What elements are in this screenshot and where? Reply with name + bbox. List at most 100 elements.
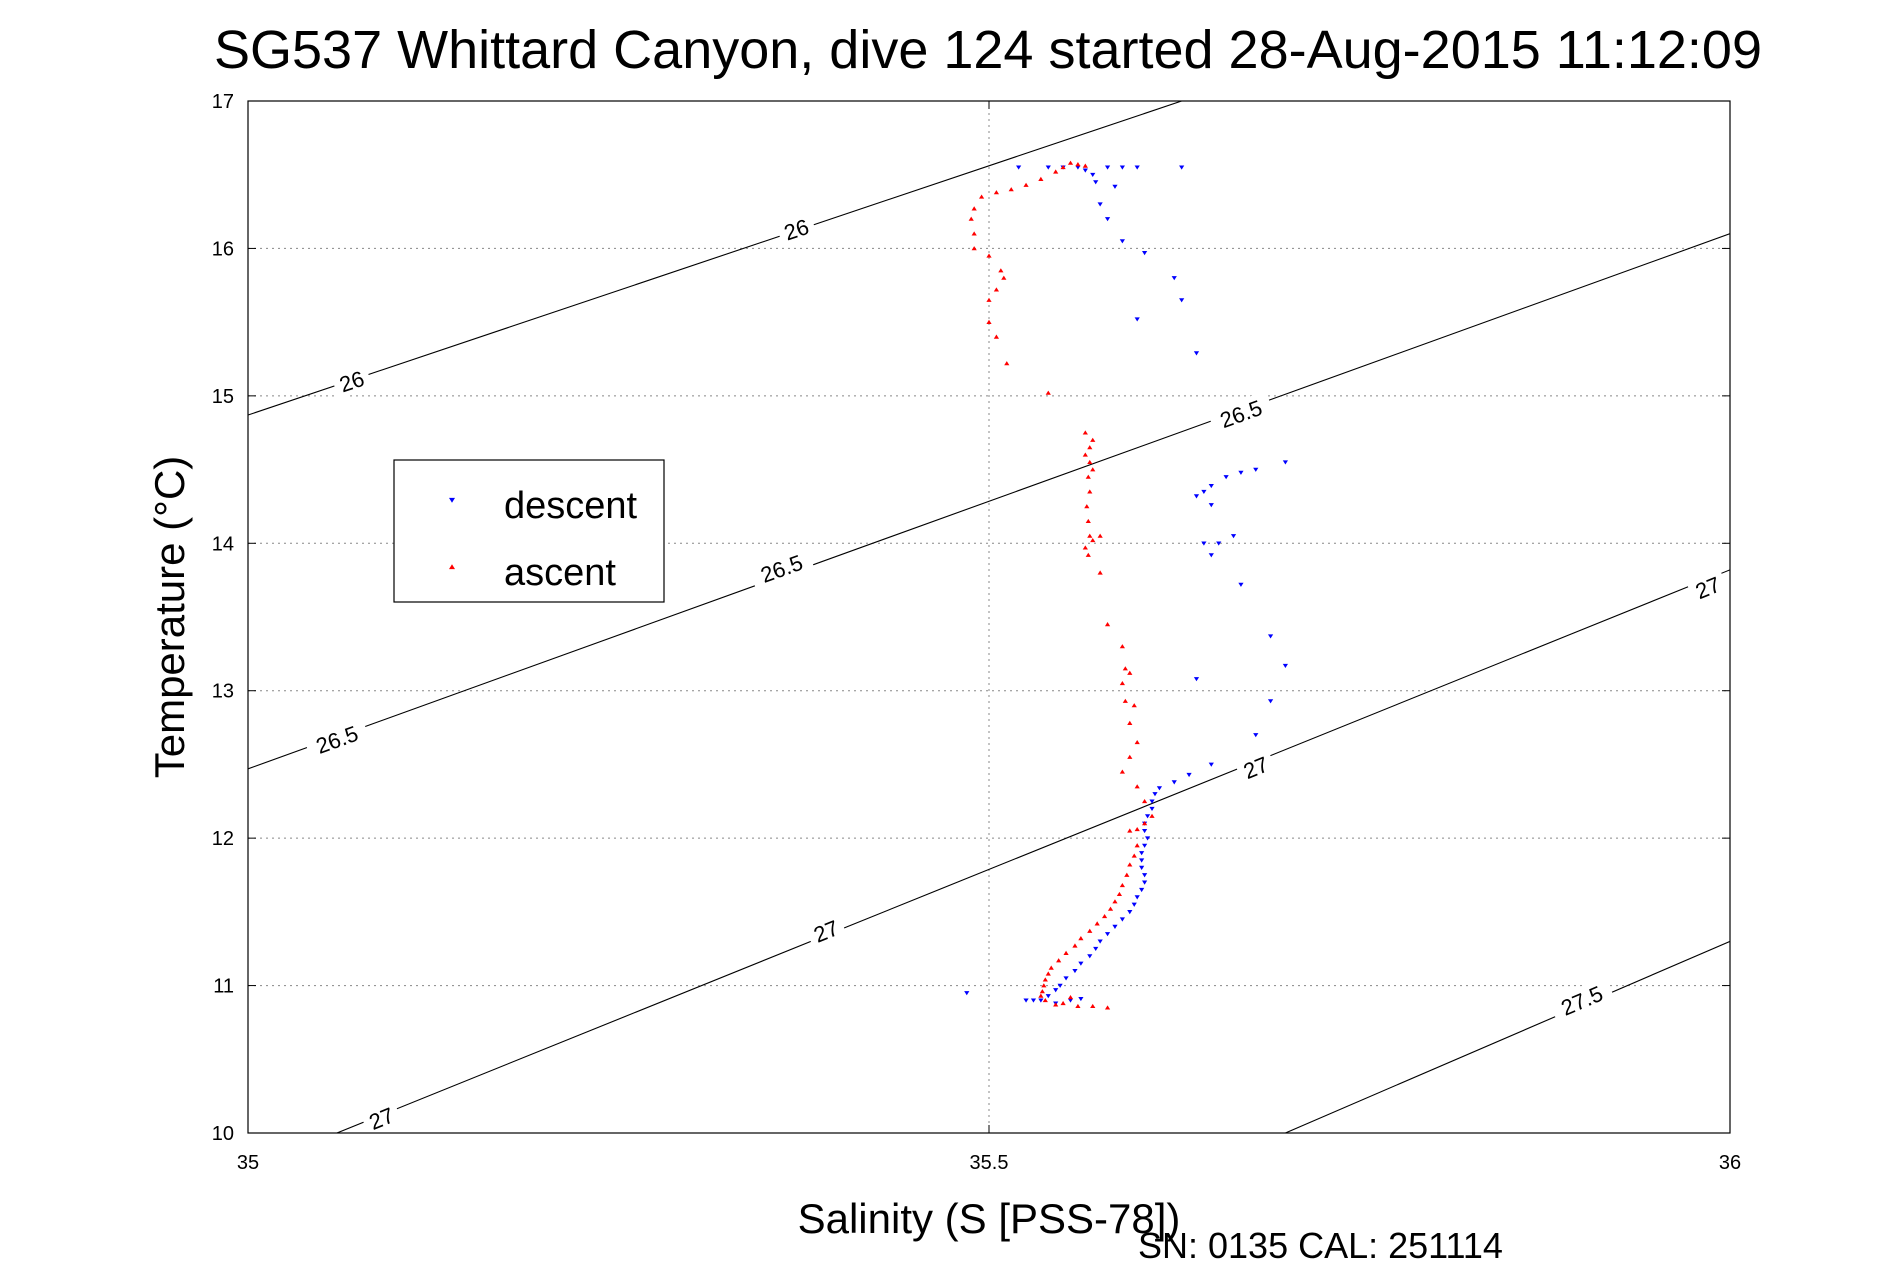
ascent-point [1122, 666, 1128, 671]
legend-marker-descent [449, 497, 455, 503]
ascent-point [1127, 828, 1133, 833]
descent-point [1179, 165, 1185, 170]
ascent-point [971, 206, 977, 211]
series-descent [964, 165, 1288, 1006]
descent-point [1097, 939, 1103, 944]
descent-point [1139, 851, 1145, 856]
descent-point [1201, 489, 1207, 495]
descent-point [1142, 828, 1148, 834]
x-axis-label: Salinity (S [PSS-78]) [798, 1195, 1181, 1242]
ascent-point [1087, 489, 1093, 494]
ascent-point [1085, 552, 1091, 557]
ascent-point [1142, 821, 1148, 826]
ascent-point [1131, 703, 1137, 708]
ascent-point [978, 194, 985, 199]
legend-entry-ascent: ascent [504, 552, 616, 594]
descent-point [1208, 503, 1214, 508]
density-contour-26.5 [248, 233, 1730, 770]
data-points [964, 160, 1288, 1010]
ascent-point [1056, 958, 1062, 963]
ascent-point [1127, 862, 1133, 867]
descent-point [1208, 553, 1214, 558]
ascent-point [1087, 928, 1093, 933]
y-tick-label: 14 [212, 533, 234, 555]
ascent-point [1134, 784, 1140, 789]
ascent-point [1149, 813, 1155, 818]
ascent-point [1038, 993, 1044, 998]
descent-point [1282, 460, 1288, 465]
descent-point [1131, 902, 1137, 907]
ascent-point [993, 287, 1000, 292]
descent-point [1139, 887, 1145, 893]
y-tick-label: 15 [212, 386, 234, 408]
ascent-point [1008, 187, 1014, 192]
descent-point [1090, 172, 1096, 178]
ascent-point [1124, 872, 1130, 877]
descent-point [1179, 298, 1185, 303]
descent-point [1267, 699, 1274, 704]
contour-label-bg [1207, 390, 1275, 437]
descent-point [1067, 998, 1074, 1003]
ascent-point [1023, 182, 1029, 187]
ascent-point [1134, 826, 1140, 832]
descent-point [1093, 946, 1099, 952]
descent-point [1144, 836, 1151, 841]
x-tick-label: 36 [1719, 1152, 1741, 1174]
contour-label-bg [1548, 976, 1616, 1025]
ascent-point [1119, 769, 1125, 774]
ascent-point [1090, 437, 1096, 442]
ascent-point [1085, 474, 1091, 479]
descent-point [1134, 165, 1140, 170]
ascent-point [1087, 533, 1093, 538]
ascent-point [1004, 361, 1010, 366]
ascent-point [1082, 163, 1088, 168]
ascent-point [998, 268, 1004, 273]
legend-box [393, 459, 665, 603]
descent-point [1112, 184, 1118, 189]
descent-point [1078, 961, 1084, 966]
ascent-point [1119, 644, 1125, 649]
ascent-point [1134, 843, 1140, 848]
y-tick-label: 16 [212, 238, 234, 260]
ascent-point [1116, 891, 1123, 896]
ascent-point [968, 216, 974, 221]
descent-point [1045, 994, 1051, 999]
ascent-point [1087, 445, 1093, 450]
y-tick-label: 13 [212, 681, 234, 703]
legend-entry-descent: descent [504, 485, 638, 527]
density-contour-27 [336, 569, 1730, 1133]
ascent-point [1127, 670, 1133, 675]
ascent-point [1090, 467, 1096, 472]
ascent-point [1048, 965, 1054, 970]
descent-point [1223, 475, 1229, 480]
ascent-point [1001, 275, 1007, 280]
ascent-point [1053, 1002, 1059, 1007]
ascent-point [1063, 950, 1069, 955]
contour-label-bg [775, 211, 818, 248]
ascent-point [986, 297, 992, 302]
ascent-point [971, 246, 977, 251]
descent-point [1134, 895, 1140, 900]
descent-point [1023, 998, 1029, 1003]
y-tick-label: 10 [212, 1123, 234, 1145]
descent-point [1208, 483, 1214, 489]
descent-point [1104, 165, 1111, 170]
ascent-point [986, 319, 992, 324]
ascent-point [1127, 720, 1133, 725]
chart-title: SG537 Whittard Canyon, dive 124 started … [214, 20, 1762, 80]
y-tick-label: 12 [212, 828, 234, 850]
descent-point [1142, 873, 1148, 878]
contour-label: 27.5 [1557, 981, 1606, 1021]
contour-label-bg [1234, 748, 1278, 787]
ascent-point [1101, 913, 1108, 919]
ascent-point [1038, 176, 1044, 181]
descent-point [1045, 165, 1051, 170]
ascent-point [1067, 995, 1074, 1000]
ascent-point [1107, 906, 1114, 911]
ascent-point [1042, 977, 1048, 982]
descent-point [1152, 792, 1158, 797]
descent-point [1142, 880, 1148, 885]
descent-point [1112, 924, 1118, 929]
ascent-point [1119, 681, 1125, 686]
descent-point [1142, 251, 1148, 256]
